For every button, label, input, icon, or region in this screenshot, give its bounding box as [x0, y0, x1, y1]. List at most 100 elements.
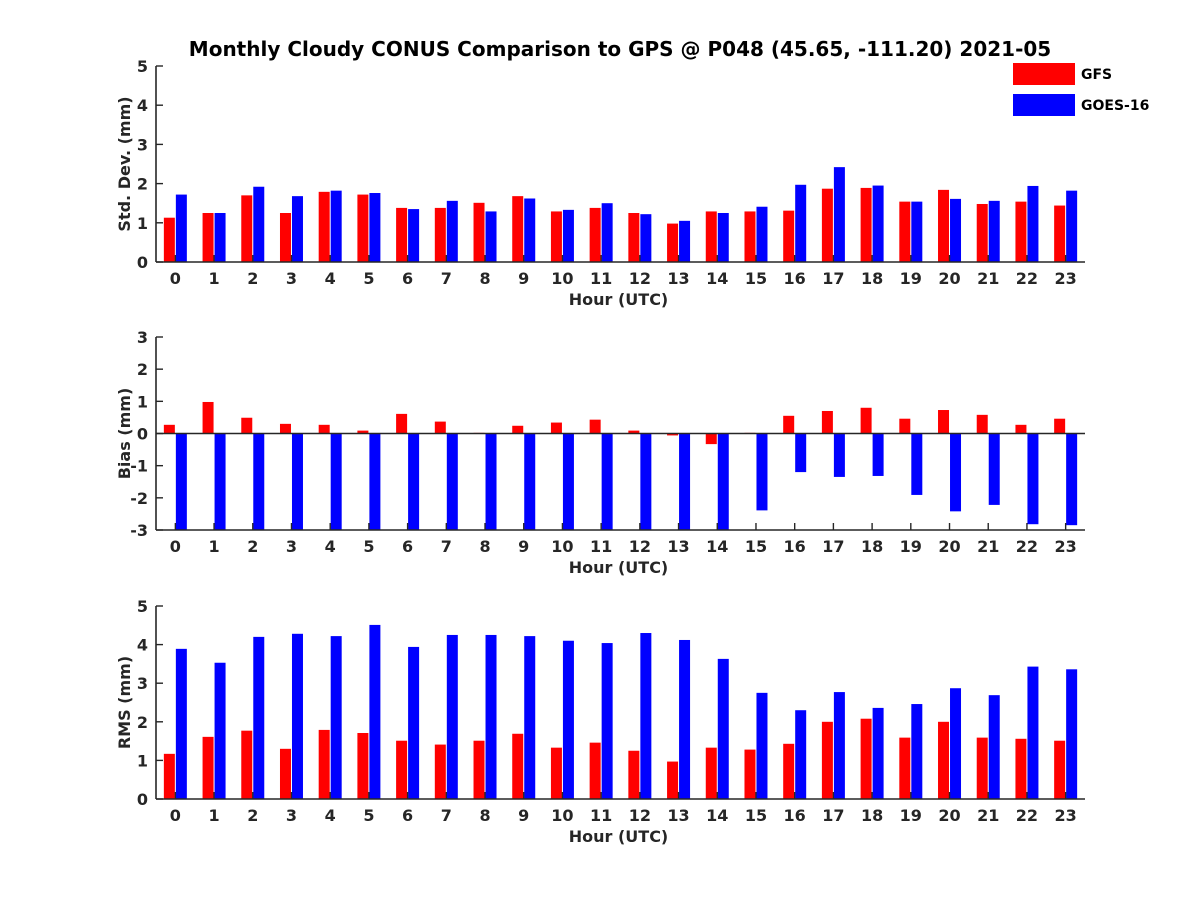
- bar-rms-goes-16-1: [214, 662, 226, 799]
- bar-rms-goes-16-0: [175, 648, 187, 799]
- x-tick-label-std-0: 0: [170, 269, 181, 288]
- x-tick-label-std-2: 2: [247, 269, 258, 288]
- bar-std-goes-16-6: [408, 209, 420, 262]
- bar-std-goes-16-9: [524, 198, 536, 262]
- x-tick-label-rms-5: 5: [363, 806, 374, 825]
- x-tick-label-std-3: 3: [286, 269, 297, 288]
- bar-bias-goes-16-18: [872, 433, 884, 476]
- x-tick-label-bias-4: 4: [325, 537, 336, 556]
- x-tick-label-std-10: 10: [551, 269, 573, 288]
- bar-bias-gfs-7: [434, 421, 446, 434]
- x-tick-label-std-8: 8: [479, 269, 490, 288]
- x-tick-label-bias-7: 7: [441, 537, 452, 556]
- bar-bias-gfs-5: [357, 430, 369, 434]
- bar-bias-goes-16-20: [950, 433, 962, 512]
- bar-rms-gfs-16: [783, 743, 795, 799]
- bar-std-gfs-1: [202, 213, 214, 262]
- y-tick-label-rms-0: 0: [137, 790, 148, 809]
- bar-rms-goes-16-11: [601, 643, 613, 799]
- chart-legend: GFS GOES-16: [1013, 63, 1149, 116]
- x-tick-label-rms-13: 13: [667, 806, 689, 825]
- bar-bias-gfs-21: [976, 414, 988, 434]
- x-tick-label-bias-15: 15: [745, 537, 767, 556]
- bar-std-gfs-8: [473, 202, 485, 262]
- bar-bias-gfs-6: [396, 413, 408, 434]
- x-tick-label-rms-6: 6: [402, 806, 413, 825]
- x-tick-label-bias-10: 10: [551, 537, 573, 556]
- bar-rms-goes-16-12: [640, 633, 652, 799]
- bar-std-goes-16-17: [833, 167, 845, 262]
- bar-std-goes-16-8: [485, 211, 497, 262]
- x-tick-label-bias-13: 13: [667, 537, 689, 556]
- x-tick-label-rms-16: 16: [784, 806, 806, 825]
- bar-std-goes-16-10: [562, 209, 574, 262]
- x-tick-label-std-14: 14: [706, 269, 728, 288]
- bar-std-gfs-14: [705, 211, 717, 262]
- bar-std-gfs-12: [628, 213, 640, 262]
- x-tick-label-std-19: 19: [900, 269, 922, 288]
- bar-rms-goes-16-17: [833, 692, 845, 799]
- x-tick-label-rms-14: 14: [706, 806, 728, 825]
- chart-title: Monthly Cloudy CONUS Comparison to GPS @…: [189, 37, 1051, 61]
- x-tick-label-std-16: 16: [784, 269, 806, 288]
- x-tick-label-rms-4: 4: [325, 806, 336, 825]
- x-tick-label-rms-1: 1: [208, 806, 219, 825]
- bar-std-goes-16-18: [872, 185, 884, 262]
- bar-std-goes-16-23: [1066, 190, 1078, 262]
- bar-std-gfs-6: [396, 207, 408, 262]
- bar-bias-goes-16-17: [833, 433, 845, 477]
- x-tick-label-bias-20: 20: [938, 537, 960, 556]
- bar-std-gfs-13: [667, 223, 679, 262]
- x-axis-label-bias: Hour (UTC): [569, 558, 669, 577]
- bar-rms-gfs-10: [550, 747, 562, 799]
- x-tick-label-rms-7: 7: [441, 806, 452, 825]
- x-tick-label-rms-19: 19: [900, 806, 922, 825]
- y-tick-label-std-5: 5: [137, 57, 148, 76]
- bar-bias-gfs-18: [860, 407, 872, 434]
- bar-rms-goes-16-4: [330, 636, 342, 799]
- y-tick-label-bias-2: -1: [130, 457, 148, 476]
- x-tick-label-bias-2: 2: [247, 537, 258, 556]
- bar-rms-goes-16-19: [911, 704, 923, 799]
- x-tick-label-bias-12: 12: [629, 537, 651, 556]
- bar-bias-goes-16-9: [524, 433, 536, 530]
- bar-bias-goes-16-1: [214, 433, 226, 530]
- x-tick-label-bias-3: 3: [286, 537, 297, 556]
- bar-bias-goes-16-7: [446, 433, 458, 530]
- bar-rms-gfs-4: [318, 729, 330, 799]
- bar-bias-gfs-10: [550, 422, 562, 434]
- x-tick-label-std-5: 5: [363, 269, 374, 288]
- x-tick-label-std-7: 7: [441, 269, 452, 288]
- bar-rms-goes-16-6: [408, 646, 420, 799]
- bar-rms-gfs-18: [860, 718, 872, 799]
- y-tick-label-rms-4: 4: [137, 636, 148, 655]
- x-tick-label-std-15: 15: [745, 269, 767, 288]
- bar-rms-goes-16-23: [1066, 669, 1078, 799]
- bar-bias-goes-16-4: [330, 433, 342, 530]
- bar-bias-gfs-0: [163, 424, 175, 434]
- x-tick-label-rms-12: 12: [629, 806, 651, 825]
- x-tick-label-bias-9: 9: [518, 537, 529, 556]
- bar-bias-goes-16-16: [795, 433, 807, 473]
- bar-bias-gfs-11: [589, 419, 601, 434]
- bar-std-gfs-11: [589, 207, 601, 262]
- bar-rms-goes-16-10: [562, 640, 574, 799]
- y-axis-label-rms: RMS (mm): [115, 656, 134, 749]
- y-tick-label-std-4: 4: [137, 96, 148, 115]
- bar-bias-goes-16-21: [988, 433, 1000, 505]
- bar-bias-goes-16-8: [485, 433, 497, 530]
- bar-bias-goes-16-12: [640, 433, 652, 530]
- bar-std-goes-16-5: [369, 193, 381, 262]
- bar-bias-goes-16-0: [175, 433, 187, 530]
- bar-bias-goes-16-15: [756, 433, 768, 511]
- bar-bias-gfs-19: [899, 418, 911, 434]
- x-tick-label-bias-8: 8: [479, 537, 490, 556]
- bar-std-goes-16-12: [640, 214, 652, 262]
- bar-bias-gfs-20: [938, 410, 950, 434]
- x-tick-label-std-6: 6: [402, 269, 413, 288]
- x-tick-label-bias-6: 6: [402, 537, 413, 556]
- bar-std-gfs-9: [512, 196, 524, 262]
